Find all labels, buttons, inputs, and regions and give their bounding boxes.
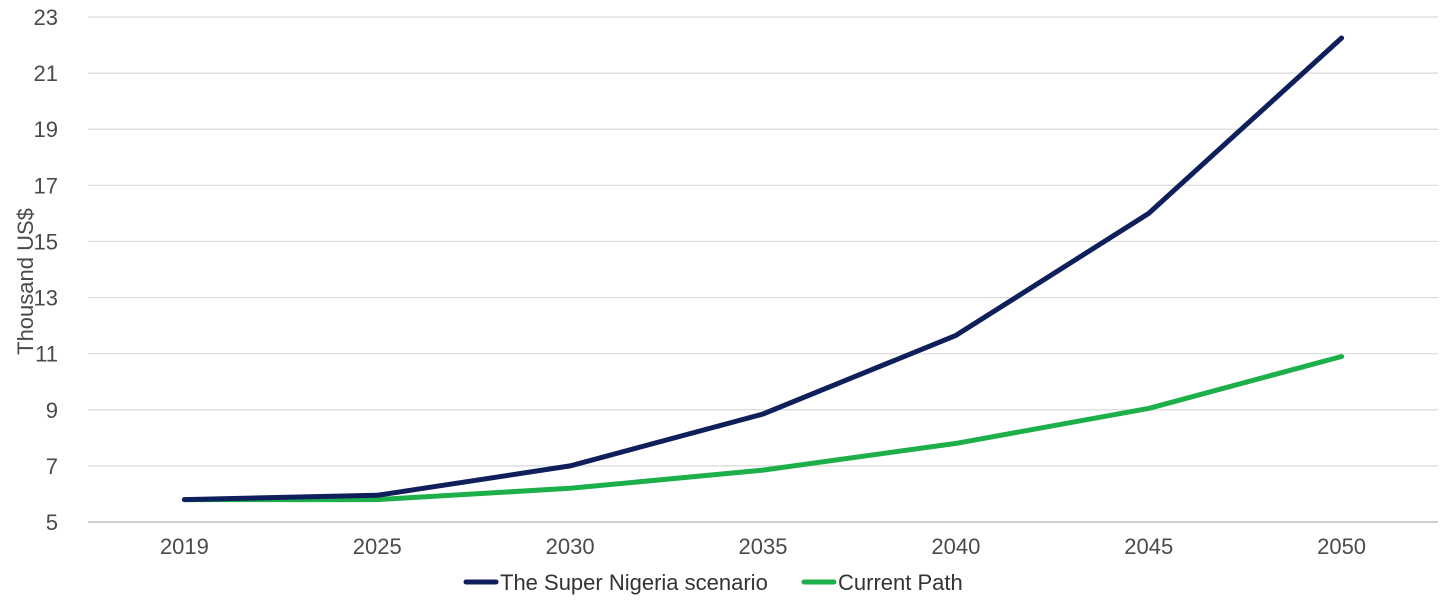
y-tick-label: 19 [34, 117, 58, 142]
x-tick-label: 2035 [739, 534, 788, 559]
x-tick-label: 2050 [1317, 534, 1366, 559]
y-tick-label: 13 [34, 286, 58, 311]
y-tick-label: 5 [46, 510, 58, 535]
y-axis-ticks: 5 7 9 11 13 15 17 19 21 23 [34, 5, 58, 535]
x-tick-label: 2030 [546, 534, 595, 559]
x-tick-label: 2040 [931, 534, 980, 559]
y-tick-label: 17 [34, 173, 58, 198]
x-tick-label: 2019 [160, 534, 209, 559]
series-lines [181, 35, 1345, 503]
y-tick-label: 9 [46, 398, 58, 423]
y-axis-title: Thousand US$ [13, 208, 38, 355]
x-tick-label: 2045 [1124, 534, 1173, 559]
y-tick-label: 15 [34, 229, 58, 254]
series-line-0 [181, 35, 1345, 503]
x-tick-label: 2025 [353, 534, 402, 559]
legend-label-0: The Super Nigeria scenario [500, 570, 768, 595]
y-tick-label: 21 [34, 61, 58, 86]
legend-label-1: Current Path [838, 570, 963, 595]
y-tick-label: 11 [35, 342, 58, 367]
gridlines [88, 16, 1438, 467]
legend: The Super Nigeria scenario Current Path [463, 570, 963, 595]
y-tick-label: 7 [46, 454, 58, 479]
y-tick-label: 23 [34, 5, 58, 30]
series-line-1 [181, 354, 1345, 503]
x-axis-ticks: 2019 2025 2030 2035 2040 2045 2050 [160, 534, 1366, 559]
